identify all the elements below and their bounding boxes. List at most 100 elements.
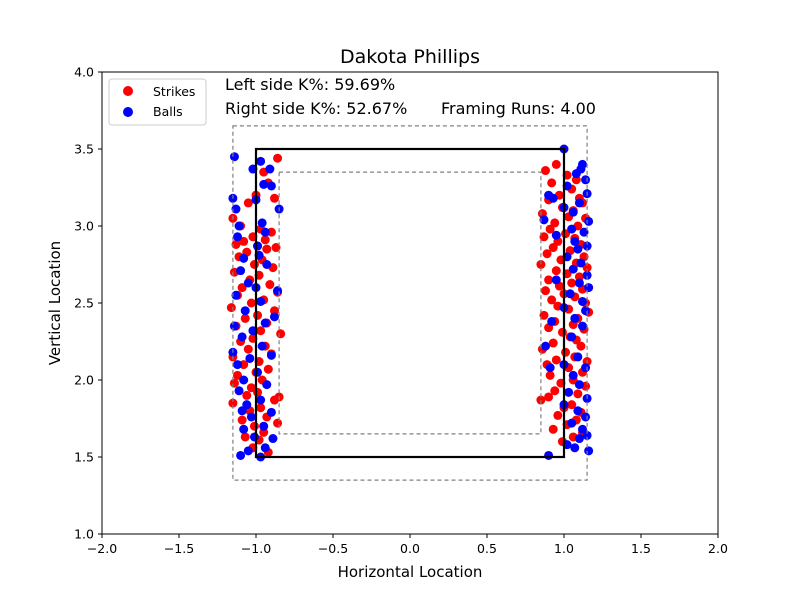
ball-point [269,312,279,322]
strike-point [544,275,554,285]
ball-point [239,424,249,434]
strike-point [576,341,586,351]
legend-strikes-marker [123,86,133,96]
ball-point [541,341,551,351]
inner-shadow-zone [278,171,542,435]
strike-point [273,418,283,428]
strike-point [536,395,546,405]
ball-point [253,241,263,251]
outer-shadow-zone [232,125,588,481]
ball-point [544,450,554,460]
legend-box [108,78,207,126]
strike-point [536,260,546,269]
ball-point [547,316,557,326]
legend-balls-label: Balls [153,104,183,119]
ball-point [242,400,252,410]
ball-point [256,156,266,166]
strike-point [231,239,241,249]
strike-point [550,386,560,396]
ball-point [551,230,561,240]
y-tick-label: 4.0 [74,65,94,80]
ball-point [231,290,241,300]
ball-point [568,370,578,380]
x-axis-label: Horizontal Location [338,563,483,581]
y-axis-ticks: 1.0 1.5 2.0 2.5 3.0 3.5 4.0 [74,65,102,542]
strike-point [240,313,250,323]
ball-point [584,446,594,456]
strike-point [269,395,279,405]
x-tick-label: −1.5 [164,541,194,556]
x-tick-label: −0.5 [318,541,348,556]
ball-point [239,253,249,263]
strike-point [545,370,555,380]
ball-point [265,164,275,174]
strike-point [265,280,275,290]
x-tick-label: −1.0 [241,541,271,556]
ball-point [551,275,561,285]
ball-point [259,421,269,431]
ball-point [268,434,278,444]
ball-point [581,306,591,316]
ball-point [237,406,247,416]
ball-point [582,430,592,440]
framing-runs-annotation: Framing Runs: 4.00 [441,99,596,118]
ball-point [256,296,266,306]
strike-point [548,338,558,348]
strike-point [269,306,279,316]
ball-point [573,406,583,416]
strike-point [550,218,560,228]
ball-point [574,278,584,288]
ball-point [234,386,244,396]
ball-point [236,266,246,276]
strike-point [551,159,561,169]
strike-point [266,227,276,237]
y-axis-label: Vertical Location [46,241,64,365]
strike-point [237,283,247,293]
ball-point [231,204,241,214]
strike-point [541,286,551,296]
ball-point [249,432,259,442]
strike-point [273,153,283,163]
y-tick-label: 3.5 [74,142,94,157]
ball-point [570,443,580,453]
strike-point [243,198,253,208]
strike-point [544,392,554,402]
ball-point [260,227,270,237]
strike-point [567,400,577,410]
left-side-k-annotation: Left side K%: 59.69% [225,75,395,94]
strike-point [239,236,249,246]
ball-point [262,380,272,390]
ball-point [239,375,249,385]
strike-point [240,432,250,442]
ball-point [233,360,243,370]
ball-point [266,350,276,360]
ball-point [548,193,558,203]
x-tick-label: 1.5 [631,541,651,556]
ball-point [571,169,581,179]
ball-point [581,412,591,422]
zones-layer [232,125,588,481]
ball-point [577,321,587,331]
strike-point [239,360,249,370]
legend-strikes-label: Strikes [153,84,195,99]
strike-point [243,344,253,354]
legend-balls-marker [123,107,133,117]
strike-point [246,383,256,393]
y-tick-label: 1.0 [74,527,94,542]
strike-point [226,303,236,313]
ball-point [233,232,243,242]
strike-point [548,424,558,434]
plot-area [101,71,719,535]
strike-point [582,263,592,273]
ball-point [257,218,267,228]
strike-point [249,421,259,431]
strike-point [567,278,577,288]
ball-point [577,424,587,434]
y-tick-label: 2.5 [74,296,94,311]
x-tick-label: −2.0 [87,541,117,556]
ball-point [584,216,594,226]
y-tick-label: 3.0 [74,219,94,234]
ball-point [243,278,253,288]
